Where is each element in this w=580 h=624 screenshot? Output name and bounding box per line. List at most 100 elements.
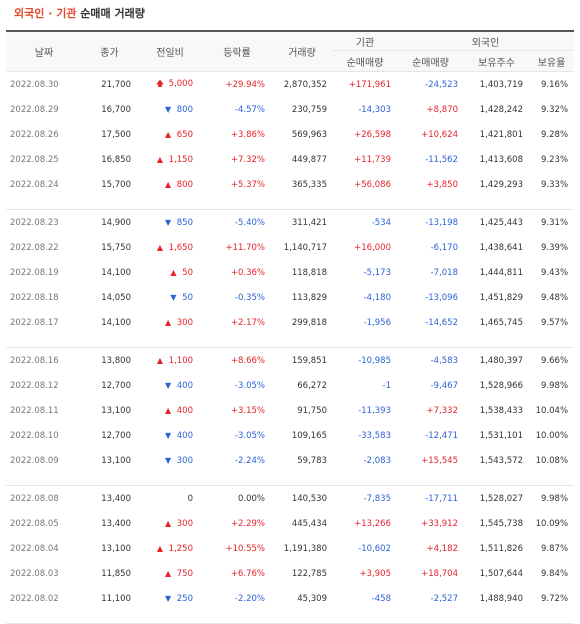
cell-inst-net: +16,000	[354, 242, 391, 253]
cell-inst-net: -1	[382, 380, 391, 391]
up-triangle-icon: ▲	[164, 317, 172, 327]
cell-close: 17,500	[101, 129, 131, 140]
down-triangle-icon: ▼	[164, 380, 172, 390]
cell-foreign-ratio: 9.43%	[541, 267, 569, 278]
cell-change: ▲ 400	[137, 398, 203, 423]
cell-rate: +6.76%	[230, 568, 265, 579]
cell-foreign-ratio: 9.31%	[541, 217, 569, 228]
cell-change: ▲ 1,150	[137, 147, 203, 172]
cell-foreign-ratio: 10.08%	[535, 455, 569, 466]
cell-close: 14,050	[101, 292, 131, 303]
cell-change: ▲ 300	[137, 511, 203, 536]
cell-volume: 299,818	[291, 317, 327, 328]
cell-foreign-net: -13,096	[425, 292, 458, 303]
change-value: 750	[176, 568, 193, 579]
cell-date: 2022.08.25	[10, 154, 59, 165]
cell-rate: 0.00%	[237, 493, 265, 504]
cell-date: 2022.08.17	[10, 317, 59, 328]
cell-foreign-net: -12,471	[425, 430, 458, 441]
cell-rate: -2.20%	[234, 593, 265, 604]
cell-inst-net: +13,266	[354, 518, 391, 529]
cell-volume: 1,140,717	[283, 242, 327, 253]
change-value: 50	[182, 267, 193, 278]
cell-inst-net: +171,961	[348, 79, 391, 90]
cell-change: ▼ 800	[137, 97, 203, 122]
change-value: 1,650	[168, 242, 193, 253]
cell-foreign-net: -14,652	[425, 317, 458, 328]
cell-date: 2022.08.05	[10, 518, 59, 529]
up-triangle-icon: ▲	[164, 568, 172, 578]
cell-rate: +5.37%	[230, 179, 265, 190]
cell-change: 0	[137, 486, 203, 512]
header-volume: 거래량	[271, 30, 333, 72]
cell-close: 13,100	[101, 455, 131, 466]
cell-foreign-holdings: 1,413,608	[479, 154, 523, 165]
up-triangle-icon: ▲	[164, 129, 172, 139]
title-net-volume: 순매매 거래량	[80, 7, 145, 20]
cell-change: ▼ 400	[137, 423, 203, 448]
table-row: 2022.08.05 13,400 ▲ 300 +2.29% 445,434 +13,26…	[6, 511, 574, 536]
cell-foreign-net: +8,870	[426, 104, 458, 115]
change-value: 400	[176, 430, 193, 441]
cell-date: 2022.08.29	[10, 104, 59, 115]
cell-rate: +10.55%	[225, 543, 265, 554]
change-value: 650	[176, 129, 193, 140]
cell-inst-net: -33,583	[358, 430, 391, 441]
change-value: 800	[176, 104, 193, 115]
table-row: 2022.08.03 11,850 ▲ 750 +6.76% 122,785 +3,905…	[6, 561, 574, 586]
cell-date: 2022.08.23	[10, 217, 59, 228]
up-triangle-icon: ▲	[156, 154, 164, 164]
cell-change: ▲ 800	[137, 172, 203, 197]
header-close: 종가	[82, 30, 137, 72]
up-triangle-icon: ▲	[156, 355, 164, 365]
cell-rate: -4.57%	[234, 104, 265, 115]
cell-foreign-ratio: 9.16%	[541, 79, 569, 90]
cell-foreign-ratio: 9.98%	[541, 380, 569, 391]
change-value: 0	[187, 493, 193, 504]
table-row: 2022.08.02 11,100 ▼ 250 -2.20% 45,309 -458 -2,…	[6, 586, 574, 611]
cell-close: 15,700	[101, 179, 131, 190]
cell-change: ▼ 400	[137, 373, 203, 398]
title-investor-type: 외국인 · 기관	[14, 7, 77, 20]
cell-foreign-holdings: 1,429,293	[479, 179, 523, 190]
cell-foreign-holdings: 1,545,738	[479, 518, 523, 529]
cell-rate: -5.40%	[234, 217, 265, 228]
cell-close: 11,850	[101, 568, 131, 579]
cell-date: 2022.08.12	[10, 380, 59, 391]
header-foreign-holdings: 보유주수	[464, 50, 529, 72]
cell-foreign-net: +15,545	[421, 455, 458, 466]
group-separator	[6, 473, 575, 486]
table-row: 2022.08.22 15,750 ▲ 1,650 +11.70% 1,140,717 +…	[6, 235, 574, 260]
cell-foreign-holdings: 1,543,572	[479, 455, 523, 466]
cell-volume: 311,421	[291, 217, 327, 228]
cell-foreign-net: -11,562	[425, 154, 458, 165]
cell-close: 13,400	[101, 518, 131, 529]
table-row: 2022.08.09 13,100 ▼ 300 -2.24% 59,783 -2,083 +…	[6, 448, 574, 473]
cell-volume: 66,272	[297, 380, 327, 391]
table-row: 2022.08.25 16,850 ▲ 1,150 +7.32% 449,877 +11,…	[6, 147, 574, 172]
cell-rate: +0.36%	[230, 267, 265, 278]
cell-volume: 122,785	[291, 568, 327, 579]
header-rate: 등락률	[203, 30, 271, 72]
cell-close: 21,700	[101, 79, 131, 90]
cell-close: 16,850	[101, 154, 131, 165]
up-triangle-icon: ▲	[170, 267, 177, 277]
cell-close: 11,100	[101, 593, 131, 604]
table-row: 2022.08.12 12,700 ▼ 400 -3.05% 66,272 -1 -9,46…	[6, 373, 574, 398]
cell-date: 2022.08.11	[10, 405, 59, 416]
cell-close: 14,900	[101, 217, 131, 228]
cell-volume: 140,530	[291, 493, 327, 504]
up-triangle-icon: ▲	[164, 518, 172, 528]
group-separator	[6, 335, 575, 348]
trading-table: 날짜 종가 전일비 등락률 거래량 기관 외국인 순매매량 순매매량 보유주수 …	[6, 30, 575, 624]
change-value: 300	[176, 317, 193, 328]
cell-close: 14,100	[101, 267, 131, 278]
table-row: 2022.08.04 13,100 ▲ 1,250 +10.55% 1,191,380 -…	[6, 536, 574, 561]
cell-change: ▲ 50	[137, 260, 203, 285]
cell-close: 12,700	[101, 430, 131, 441]
cell-volume: 445,434	[291, 518, 327, 529]
header-date: 날짜	[6, 30, 82, 72]
cell-foreign-holdings: 1,403,719	[479, 79, 523, 90]
cell-volume: 365,335	[291, 179, 327, 190]
change-value: 300	[176, 455, 193, 466]
